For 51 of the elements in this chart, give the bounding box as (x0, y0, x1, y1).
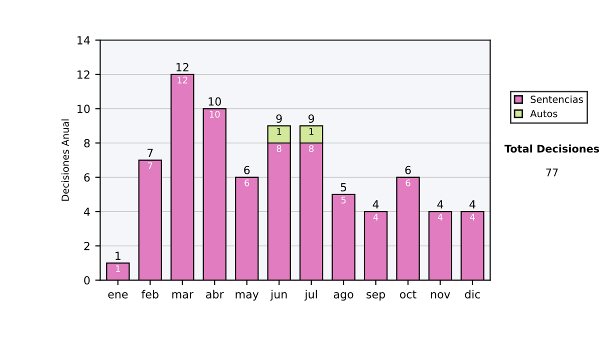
data-label: 8 (276, 145, 282, 152)
total-label: 6 (405, 166, 411, 174)
y-tick-label: 14 (78, 36, 90, 44)
data-label: 6 (406, 180, 410, 186)
x-tick-label: oct (400, 290, 416, 298)
data-label: 1 (277, 128, 282, 135)
data-label: 1 (309, 128, 314, 135)
x-tick-label: nov (431, 292, 450, 298)
y-tick-label: 8 (84, 138, 90, 148)
total-label: 4 (372, 200, 379, 208)
x-tick-label: sep (366, 292, 386, 301)
data-label: 12 (178, 76, 188, 84)
legend-label: Autos (530, 110, 558, 118)
y-tick-label: 6 (84, 173, 90, 182)
data-label: 6 (244, 180, 250, 186)
y-tick-label: 2 (84, 242, 90, 250)
data-label: 4 (373, 214, 378, 220)
data-label: 8 (309, 145, 314, 152)
total-label: 12 (176, 62, 188, 72)
data-label: 7 (148, 162, 152, 170)
x-tick-label: ago (334, 292, 354, 301)
x-tick-label: jun (270, 290, 287, 301)
x-tick-label: feb (142, 290, 158, 298)
total-label: 4 (469, 200, 476, 208)
total-label: 9 (308, 114, 314, 123)
x-tick-label: ene (108, 292, 128, 298)
total-label: 4 (437, 200, 444, 208)
data-label: 1 (116, 265, 120, 272)
legend-label: Sentencias (530, 95, 583, 104)
y-tick-label: 4 (84, 208, 90, 216)
data-label: 4 (438, 214, 443, 220)
total-label: 5 (340, 183, 346, 192)
x-tick-label: jul (304, 290, 317, 301)
x-tick-label: dic (464, 290, 480, 298)
data-label: 4 (470, 214, 475, 220)
total-label: 10 (208, 97, 221, 106)
data-label: 5 (341, 196, 346, 204)
y-axis-title: Decisiones Anual (61, 119, 69, 201)
total-label: 1 (116, 252, 120, 260)
y-tick-label: 10 (78, 104, 90, 114)
total-label: 6 (244, 166, 250, 174)
total-label: 9 (276, 114, 282, 123)
y-tick-label: 0 (84, 276, 90, 285)
text: Total Decisiones (504, 144, 600, 153)
x-tick-label: abr (206, 290, 224, 298)
text: 77 (546, 168, 558, 176)
x-tick-label: mar (172, 292, 194, 298)
data-label: 10 (210, 110, 220, 118)
y-tick-label: 12 (78, 70, 90, 79)
total-label: 7 (148, 148, 153, 157)
x-tick-label: may (236, 292, 259, 301)
